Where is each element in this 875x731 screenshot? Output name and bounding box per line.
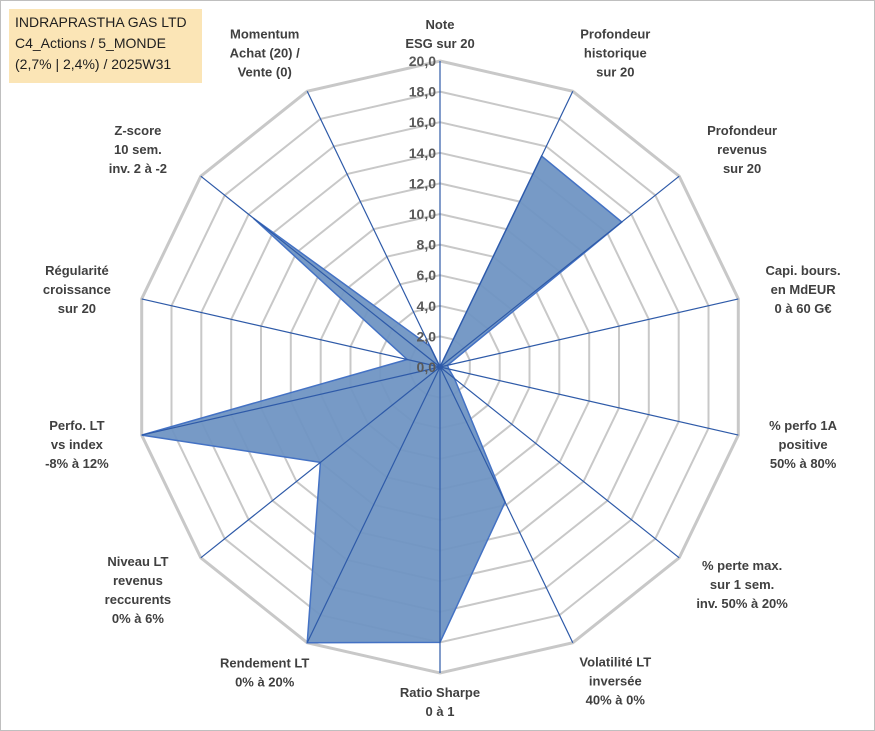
axis-label-line: positive: [779, 437, 828, 452]
axis-label-line: Z-score: [114, 123, 161, 138]
axis-label: Ratio Sharpe 0 à 1: [400, 685, 480, 719]
axis-label-line: Rendement LT: [220, 655, 309, 670]
axis-label-line: sur 1 sem.: [710, 577, 774, 592]
axis-label-line: 40% à 0%: [586, 693, 646, 708]
axis-label-line: Profondeur: [707, 123, 777, 138]
axis-label: Profondeur historique sur 20: [580, 27, 650, 80]
axis-spoke: [141, 298, 441, 368]
axis-label: Z-score 10 sem. inv. 2 à -2: [109, 123, 167, 176]
tick-label: 8,0: [417, 237, 437, 253]
axis-label-line: croissance: [43, 282, 111, 297]
axis-label-line: sur 20: [596, 65, 634, 80]
axis-label-line: reccurents: [105, 592, 171, 607]
chart-title-box: INDRAPRASTHA GAS LTD C4_Actions / 5_MOND…: [9, 9, 202, 83]
axis-spoke: [141, 366, 441, 436]
axis-label-line: Capi. bours.: [766, 263, 841, 278]
axis-spoke: [439, 366, 739, 436]
axis-spoke: [306, 366, 441, 643]
axis-label-line: Note: [426, 17, 455, 32]
axis-label-line: revenus: [717, 142, 767, 157]
axis-label-line: revenus: [113, 573, 163, 588]
axis-label: % perfo 1A positive 50% à 80%: [769, 418, 838, 471]
axis-label: Volatilité LT inversée 40% à 0%: [579, 655, 651, 708]
axis-label: Niveau LT revenus reccurents 0% à 6%: [105, 554, 171, 626]
tick-label: 14,0: [409, 145, 436, 161]
axis-label: Capi. bours. en MdEUR 0 à 60 G€: [766, 263, 841, 316]
tick-label: 20,0: [409, 53, 436, 69]
axis-label-line: Achat (20) /: [230, 46, 300, 61]
tick-label: 6,0: [417, 267, 437, 283]
axis-label-line: historique: [584, 46, 647, 61]
axis-spoke: [439, 175, 680, 368]
axis-label-line: inversée: [589, 674, 642, 689]
axis-label: Profondeur revenus sur 20: [707, 123, 777, 176]
axis-label-line: Volatilité LT: [579, 655, 651, 670]
tick-label: 10,0: [409, 206, 436, 222]
axis-label-line: 50% à 80%: [770, 456, 837, 471]
axis-label-line: Niveau LT: [107, 554, 168, 569]
tick-label: 4,0: [417, 298, 437, 314]
axis-label-line: Perfo. LT: [49, 418, 104, 433]
axis-label-line: Momentum: [230, 27, 299, 42]
axis-label: Note ESG sur 20: [405, 17, 474, 51]
title-line-period: (2,7% | 2,4%) / 2025W31: [15, 56, 172, 72]
axis-label: Momentum Achat (20) / Vente (0): [230, 27, 300, 80]
axis-spoke: [306, 91, 441, 368]
axis-label-line: -8% à 12%: [45, 456, 109, 471]
axis-label: Perfo. LT vs index -8% à 12%: [45, 418, 109, 471]
axis-spoke: [439, 366, 680, 559]
radar-tick-labels: 0,0 2,0 4,0 6,0 8,0 10,0 12,0 14,0 16,0 18,0 20,0: [409, 53, 436, 375]
axis-label-line: inv. 50% à 20%: [696, 596, 788, 611]
tick-label: 12,0: [409, 175, 436, 191]
axis-label-line: ESG sur 20: [405, 36, 474, 51]
axis-label-line: Vente (0): [238, 65, 292, 80]
axis-label: % perte max. sur 1 sem. inv. 50% à 20%: [696, 558, 788, 611]
tick-label: 16,0: [409, 114, 436, 130]
axis-label-line: Profondeur: [580, 27, 650, 42]
axis-label-line: 0% à 20%: [235, 674, 295, 689]
axis-label-line: vs index: [51, 437, 104, 452]
axis-label-line: sur 20: [58, 301, 96, 316]
axis-spoke: [200, 366, 441, 559]
axis-label-line: 10 sem.: [114, 142, 162, 157]
axis-spoke: [200, 175, 441, 368]
radar-axis-labels: Note ESG sur 20 Profondeur historique sur 20…: [43, 17, 841, 719]
axis-label-line: sur 20: [723, 161, 761, 176]
axis-spoke: [439, 91, 574, 368]
axis-label: Régularité croissance sur 20: [43, 263, 111, 316]
tick-label: 0,0: [417, 359, 437, 375]
axis-label: Rendement LT 0% à 20%: [220, 655, 309, 689]
axis-label-line: 0 à 1: [426, 704, 455, 719]
axis-label-line: % perte max.: [702, 558, 782, 573]
tick-label: 2,0: [417, 328, 437, 344]
axis-label-line: Régularité: [45, 263, 109, 278]
axis-spoke: [439, 298, 739, 368]
title-line-category: C4_Actions / 5_MONDE: [15, 35, 166, 51]
radar-spokes: [141, 61, 739, 673]
axis-label-line: en MdEUR: [771, 282, 837, 297]
axis-spoke: [439, 366, 574, 643]
axis-label-line: % perfo 1A: [769, 418, 838, 433]
axis-label-line: inv. 2 à -2: [109, 161, 167, 176]
tick-label: 18,0: [409, 84, 436, 100]
title-line-company: INDRAPRASTHA GAS LTD: [15, 14, 187, 30]
axis-label-line: 0 à 60 G€: [775, 301, 832, 316]
axis-label-line: 0% à 6%: [112, 611, 164, 626]
axis-label-line: Ratio Sharpe: [400, 685, 480, 700]
